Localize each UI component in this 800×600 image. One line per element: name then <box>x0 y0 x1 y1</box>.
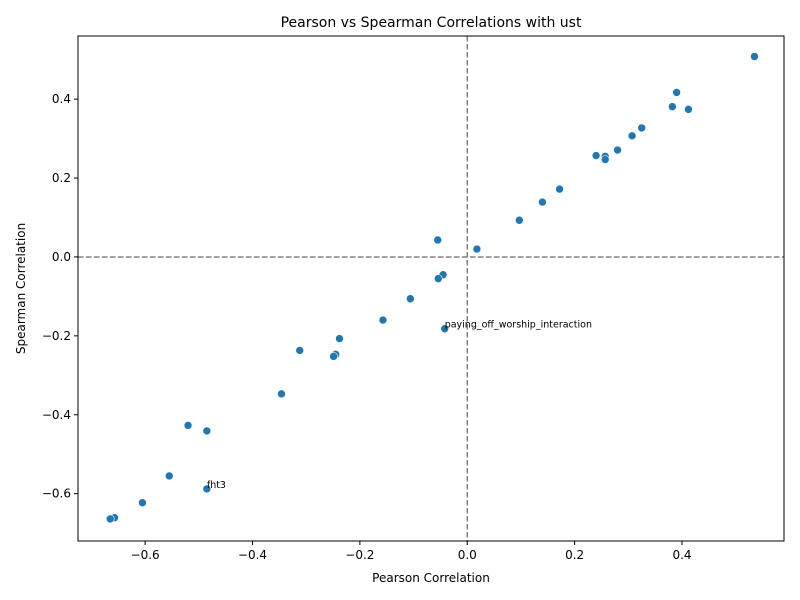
data-point <box>164 471 174 481</box>
x-axis-ticks: −0.6 −0.4 −0.2 0.0 0.2 0.4 <box>131 541 692 562</box>
data-point <box>138 498 147 508</box>
x-tick-label: 0.0 <box>458 548 477 562</box>
y-tick-label: −0.4 <box>42 408 71 422</box>
chart-title: Pearson vs Spearman Correlations with us… <box>281 15 582 31</box>
x-tick-label: −0.2 <box>345 548 374 562</box>
data-point <box>329 352 338 361</box>
data-point <box>750 52 759 61</box>
y-axis-label: Spearman Correlation <box>14 223 28 354</box>
data-points <box>105 52 759 524</box>
y-tick-label: −0.6 <box>42 487 71 501</box>
y-tick-label: 0.2 <box>52 171 71 185</box>
x-axis-label: Pearson Correlation <box>372 571 490 585</box>
data-point <box>613 145 622 155</box>
data-point <box>472 244 482 254</box>
data-point <box>600 155 610 164</box>
point-annotation: paying_off_worship_interaction <box>445 320 592 331</box>
data-point <box>105 514 115 524</box>
data-point <box>202 426 212 436</box>
point-annotation: fht3 <box>207 480 226 491</box>
x-tick-label: −0.4 <box>238 548 267 562</box>
annotations: paying_off_worship_interaction fht3 <box>207 320 592 491</box>
data-point <box>183 421 193 430</box>
x-tick-label: 0.2 <box>565 548 584 562</box>
data-point <box>555 184 564 194</box>
x-tick-label: 0.4 <box>672 548 691 562</box>
data-point <box>406 294 415 304</box>
data-point <box>627 131 637 141</box>
data-point <box>637 123 647 133</box>
reference-lines <box>78 36 784 541</box>
data-point <box>378 315 388 325</box>
y-tick-label: 0.4 <box>52 92 71 106</box>
data-point <box>440 324 449 334</box>
data-point <box>433 235 443 245</box>
data-point <box>295 346 305 355</box>
data-point <box>591 151 601 160</box>
y-axis-ticks: −0.6 −0.4 −0.2 0.0 0.2 0.4 <box>42 92 78 501</box>
data-point <box>202 484 212 494</box>
data-point <box>672 88 681 97</box>
data-point <box>668 102 677 111</box>
x-tick-label: −0.6 <box>131 548 160 562</box>
plot-frame <box>77 35 785 542</box>
y-tick-label: −0.2 <box>42 329 71 343</box>
data-point <box>277 389 286 399</box>
data-point <box>684 105 693 114</box>
data-point <box>433 274 443 283</box>
y-tick-label: 0.0 <box>52 250 71 264</box>
data-point <box>515 215 524 225</box>
data-point <box>335 334 344 343</box>
data-point <box>538 197 547 207</box>
